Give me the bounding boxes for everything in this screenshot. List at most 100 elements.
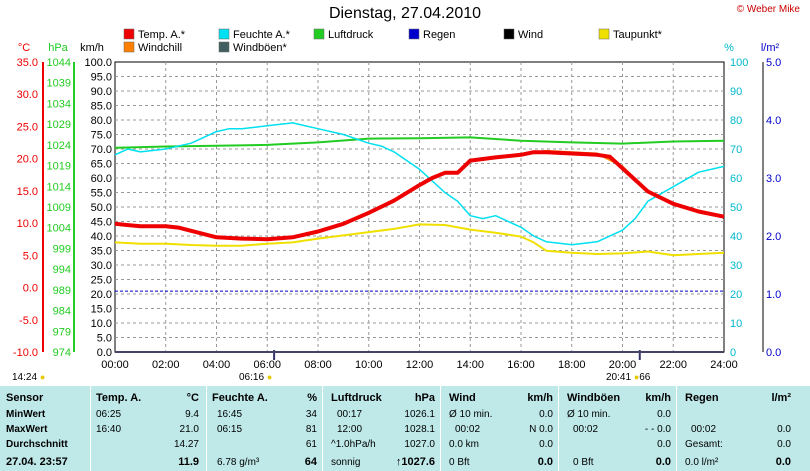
sunrise-value: 06:16 (239, 372, 265, 383)
sensor-header: Sensor (6, 392, 44, 404)
statistics-table: Sensor MinWert MaxWert Durchschnitt 27.0… (0, 386, 810, 471)
pressure-forecast: sonnig (331, 457, 361, 468)
celsius-tick-label: -10.0 (13, 347, 38, 359)
sunset-suffix: 66 (639, 372, 651, 383)
pressure-min-value: 1026.1 (404, 409, 435, 420)
kmh-tick-label: 5.0 (97, 333, 112, 345)
copyright-label: © Weber Mike (736, 4, 800, 15)
kmh-unit-label: km/h (80, 42, 104, 54)
percent-tick-label: 90 (730, 86, 742, 98)
lm2-tick-label: 4.0 (766, 115, 781, 127)
sunrise-icon: ● (266, 372, 273, 382)
pressure-unit: hPa (414, 392, 435, 404)
legend-swatch (218, 28, 230, 40)
gust-avg-label: Ø 10 min. (567, 409, 611, 420)
legend-swatch (503, 28, 515, 40)
celsius-tick-label: -5.0 (19, 315, 38, 327)
rain-total-label: Gesamt: (685, 439, 723, 450)
temp-column: Temp. A. °C 06:25 9.4 16:40 21.0 14.27 1… (90, 386, 207, 471)
celsius-unit-label: °C (18, 42, 30, 54)
humidity-avg-value: 61 (305, 439, 317, 450)
kmh-tick-label: 20.0 (91, 289, 112, 301)
series-lines (114, 122, 725, 292)
hpa-tick-label: 1039 (47, 78, 71, 90)
legend-label: Temp. A.* (138, 29, 186, 41)
hpa-tick-label: 1004 (47, 223, 71, 235)
wind-current-value: 0.0 (537, 456, 553, 468)
gust-avg-day-value: 0.0 (657, 439, 671, 450)
wind-max-time: 00:02 (455, 424, 481, 435)
percent-tick-label: 10 (730, 318, 742, 330)
kmh-tick-label: 50.0 (91, 202, 112, 214)
percent-tick-label: 40 (730, 231, 742, 243)
kmh-tick-label: 15.0 (91, 304, 112, 316)
kmh-tick-label: 40.0 (91, 231, 112, 243)
wind-unit: km/h (527, 392, 553, 404)
hpa-tick-label: 984 (53, 306, 71, 318)
celsius-tick-label: 0.0 (23, 283, 38, 295)
celsius-tick-label: 25.0 (17, 121, 38, 133)
percent-tick-label: 80 (730, 115, 742, 127)
humidity-header: Feuchte A. (212, 392, 268, 404)
kmh-tick-label: 45.0 (91, 217, 112, 229)
percent-tick-label: 60 (730, 173, 742, 185)
time-tick-label: 08:00 (304, 359, 332, 371)
temp-avg-value: 14.27 (173, 439, 199, 450)
percent-tick-label: 50 (730, 202, 742, 214)
kmh-tick-label: 70.0 (91, 144, 112, 156)
pressure-current-value: ↑1027.6 (395, 456, 435, 468)
kmh-tick-label: 85.0 (91, 101, 112, 113)
rain-column: Regen l/m² 00:02 0.0 Gesamt: 0.0 0.0 l/m… (676, 386, 810, 471)
lm2-tick-label: 3.0 (766, 173, 781, 185)
kmh-tick-label: 30.0 (91, 260, 112, 272)
gust-avg-value: 0.0 (657, 409, 671, 420)
celsius-tick-label: 5.0 (23, 250, 38, 262)
wind-distance: 0.0 km (449, 439, 480, 450)
pressure-column: Luftdruck hPa 00:17 1026.1 12:00 1028.1 … (322, 386, 441, 471)
pressure-max-time: 12:00 (337, 424, 363, 435)
temp-header: Temp. A. (96, 392, 142, 404)
temp-min-time: 06:25 (96, 409, 122, 420)
sensor-row-min: MinWert (6, 409, 46, 420)
kmh-tick-label: 95.0 (91, 72, 112, 84)
time-tick-label: 16:00 (507, 359, 535, 371)
celsius-tick-label: 15.0 (17, 186, 38, 198)
pressure-trend: ^1.0hPa/h (331, 439, 376, 450)
pressure-min-time: 00:17 (337, 409, 363, 420)
wind-max-value: N 0.0 (529, 424, 553, 435)
celsius-tick-label: 30.0 (17, 89, 38, 101)
kmh-tick-label: 80.0 (91, 115, 112, 127)
time-tick-label: 02:00 (152, 359, 180, 371)
pressure-header: Luftdruck (331, 392, 382, 404)
kmh-tick-label: 75.0 (91, 130, 112, 142)
legend-label: Regen (423, 29, 455, 41)
humidity-current-value: 64 (304, 456, 317, 468)
legend: Temp. A.* Feuchte A.* Luftdruck Regen Wind Ta… (123, 28, 663, 54)
percent-tick-label: 0 (730, 347, 736, 359)
percent-tick-label: 20 (730, 289, 742, 301)
wind-header: Wind (449, 392, 476, 404)
time-tick-label: 12:00 (406, 359, 434, 371)
wind-beaufort: 0 Bft (449, 457, 470, 468)
humidity-column: Feuchte A. % 16:45 34 06:15 81 61 6.78 g… (206, 386, 323, 471)
series-line-taupunkt (114, 223, 725, 257)
wind-avg-value: 0.0 (539, 409, 553, 420)
hpa-tick-label: 1009 (47, 202, 71, 214)
time-tick-label: 20:00 (609, 359, 637, 371)
grid (115, 62, 724, 352)
percent-unit-label: % (724, 42, 734, 54)
kmh-tick-label: 65.0 (91, 159, 112, 171)
hpa-tick-label: 994 (53, 264, 71, 276)
wind-avg-label: Ø 10 min. (449, 409, 493, 420)
series-line-feuchte-a (114, 122, 725, 246)
rain-max-value: 0.0 (777, 424, 791, 435)
time-tick-label: 22:00 (659, 359, 687, 371)
time-tick-label: 00:00 (101, 359, 129, 371)
kmh-tick-label: 55.0 (91, 188, 112, 200)
series-line-luftdruck (114, 136, 725, 149)
current-time-value: 14:24 (12, 372, 38, 383)
wind-avg-day-value: 0.0 (539, 439, 553, 450)
celsius-tick-label: 35.0 (17, 57, 38, 69)
legend-swatch (598, 28, 610, 40)
sun-marker-icon: ● (39, 372, 46, 382)
